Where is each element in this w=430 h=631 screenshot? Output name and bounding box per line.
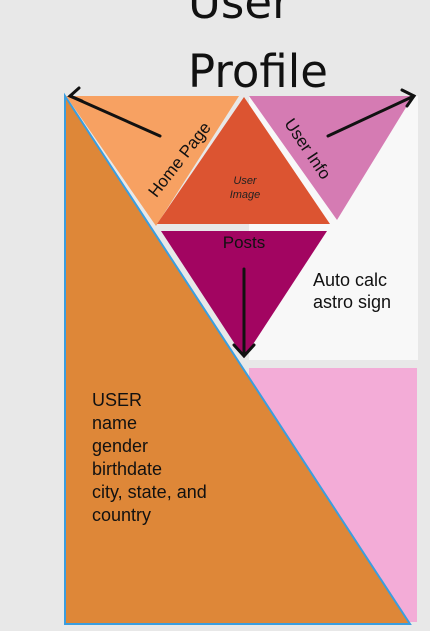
user-info-triangle <box>249 96 413 220</box>
user-image-triangle <box>157 97 330 224</box>
user-detail-line-6: country <box>92 505 151 525</box>
arrow-posts-down <box>232 267 256 359</box>
user-image-label-line-1: User <box>233 175 258 187</box>
user-detail-line-3: gender <box>92 436 148 456</box>
user-details-triangle <box>64 92 412 625</box>
arrow-home <box>67 86 162 138</box>
user-detail-line-5: city, state, and <box>92 482 207 502</box>
home-page-triangle <box>66 96 239 226</box>
astro-line-1: Auto calc <box>313 270 387 290</box>
title-line-2: Profile <box>188 45 328 98</box>
user-detail-line-4: birthdate <box>92 459 162 479</box>
arrow-user-info <box>326 88 417 138</box>
posts-label: Posts <box>223 233 266 252</box>
user-detail-line-2: name <box>92 413 137 433</box>
title-line-1: User <box>188 0 291 29</box>
user-image-label-line-2: Image <box>230 189 261 201</box>
astro-line-2: astro sign <box>313 292 391 312</box>
user-detail-line-1: USER <box>92 390 142 410</box>
